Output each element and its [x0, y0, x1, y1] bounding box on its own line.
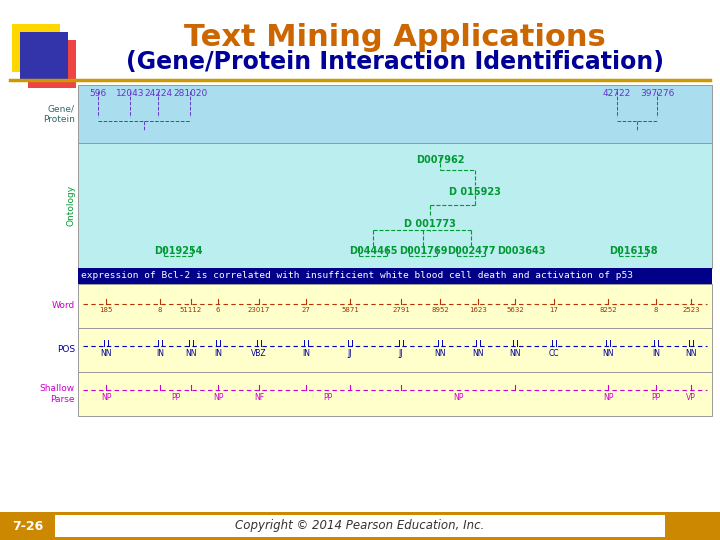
Text: POS: POS: [57, 346, 75, 354]
Bar: [55, 515, 665, 537]
Text: IN: IN: [652, 349, 660, 358]
Text: D044465: D044465: [348, 246, 397, 256]
Text: NP: NP: [453, 393, 463, 402]
Text: 7-26: 7-26: [12, 519, 44, 532]
Bar: [78, 85, 712, 143]
Bar: [78, 268, 712, 284]
Text: NP: NP: [101, 393, 111, 402]
Text: 8952: 8952: [431, 307, 449, 313]
Text: 51112: 51112: [180, 307, 202, 313]
Text: 1623: 1623: [469, 307, 487, 313]
Text: 5632: 5632: [506, 307, 524, 313]
Bar: [28, 40, 76, 88]
Text: 397276: 397276: [640, 89, 674, 98]
Text: expression of Bcl-2 is correlated with insufficient white blood cell death and a: expression of Bcl-2 is correlated with i…: [81, 272, 633, 280]
Text: 2791: 2791: [392, 307, 410, 313]
Text: Ontology: Ontology: [66, 185, 75, 226]
Text: VP: VP: [686, 393, 696, 402]
Text: VBZ: VBZ: [251, 349, 267, 358]
Bar: [0, 512, 720, 540]
Text: IN: IN: [214, 349, 222, 358]
Text: 42722: 42722: [603, 89, 631, 98]
Text: 24224: 24224: [144, 89, 172, 98]
Text: 23017: 23017: [248, 307, 270, 313]
Text: JJ: JJ: [348, 349, 352, 358]
Text: NP: NP: [603, 393, 613, 402]
Text: D019254: D019254: [154, 246, 202, 256]
Text: 8: 8: [158, 307, 162, 313]
Text: Text Mining Applications: Text Mining Applications: [184, 23, 606, 51]
Text: D007962: D007962: [415, 155, 464, 165]
Bar: [78, 372, 712, 416]
Text: NN: NN: [685, 349, 697, 358]
Text: 185: 185: [99, 307, 113, 313]
Text: NP: NP: [213, 393, 223, 402]
Text: 27: 27: [302, 307, 310, 313]
Text: NN: NN: [602, 349, 613, 358]
Text: D003643: D003643: [497, 246, 545, 256]
Text: D001769: D001769: [399, 246, 447, 256]
Text: 596: 596: [89, 89, 107, 98]
Text: NN: NN: [434, 349, 446, 358]
Text: JJ: JJ: [399, 349, 403, 358]
Text: NN: NN: [185, 349, 197, 358]
Text: 8252: 8252: [599, 307, 617, 313]
Text: NF: NF: [254, 393, 264, 402]
Bar: [78, 284, 712, 328]
Text: D 001773: D 001773: [404, 219, 456, 229]
Text: Gene/
Protein: Gene/ Protein: [43, 104, 75, 124]
Bar: [78, 143, 712, 268]
Text: D002477: D002477: [446, 246, 495, 256]
Bar: [12, 24, 60, 72]
Text: 6: 6: [216, 307, 220, 313]
Text: NN: NN: [472, 349, 484, 358]
Text: NN: NN: [100, 349, 112, 358]
Text: PP: PP: [323, 393, 333, 402]
Bar: [20, 32, 68, 80]
Text: IN: IN: [302, 349, 310, 358]
Text: PP: PP: [171, 393, 180, 402]
Text: Shallow
Parse: Shallow Parse: [40, 384, 75, 404]
Text: CC: CC: [549, 349, 559, 358]
Text: PP: PP: [652, 393, 661, 402]
Text: 17: 17: [549, 307, 559, 313]
Bar: [78, 328, 712, 372]
Text: D016158: D016158: [608, 246, 657, 256]
Text: D 015923: D 015923: [449, 187, 501, 197]
Text: 12043: 12043: [116, 89, 144, 98]
Text: 5871: 5871: [341, 307, 359, 313]
Text: 281020: 281020: [173, 89, 207, 98]
Text: 2523: 2523: [682, 307, 700, 313]
Text: Copyright © 2014 Pearson Education, Inc.: Copyright © 2014 Pearson Education, Inc.: [235, 519, 485, 532]
Text: (Gene/Protein Interaction Identification): (Gene/Protein Interaction Identification…: [126, 50, 664, 74]
Text: 8: 8: [654, 307, 658, 313]
Text: Word: Word: [52, 301, 75, 310]
Text: NN: NN: [509, 349, 521, 358]
Text: IN: IN: [156, 349, 164, 358]
